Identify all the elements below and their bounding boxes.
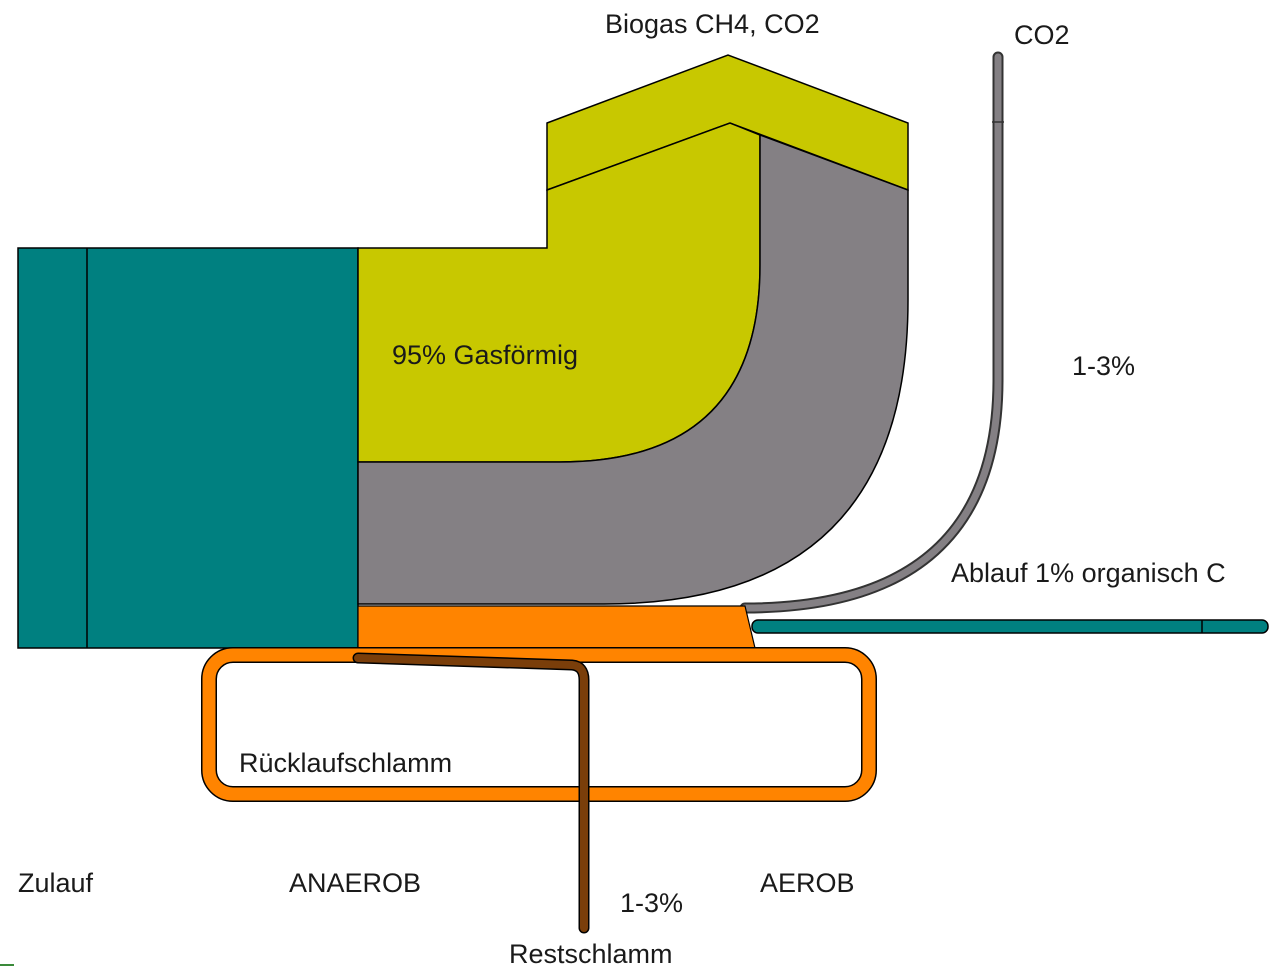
restschlamm-pipe-fill	[354, 654, 588, 932]
ablauf-label: Ablauf 1% organisch C	[951, 558, 1226, 588]
anaerob-label: ANAEROB	[289, 868, 421, 898]
zulauf-label: Zulauf	[18, 868, 94, 898]
biogas-label: Biogas CH4, CO2	[605, 9, 820, 39]
co2-pipe-inner	[741, 53, 1002, 612]
restschlamm-percent-label: 1-3%	[620, 888, 683, 918]
gray-flow	[357, 133, 909, 605]
ruecklauf-loop-fill	[202, 648, 876, 801]
co2-percent-label: 1-3%	[1072, 351, 1135, 381]
co2-label: CO2	[1014, 20, 1070, 50]
ablauf-pipe	[751, 619, 1269, 634]
gasfoermig-label: 95% Gasförmig	[392, 340, 578, 370]
sludge-band	[357, 605, 756, 649]
zulauf-block	[17, 247, 359, 649]
restschlamm-label: Restschlamm	[509, 939, 673, 969]
aerob-label: AEROB	[760, 868, 855, 898]
ruecklaufschlamm-label: Rücklaufschlamm	[239, 748, 452, 778]
